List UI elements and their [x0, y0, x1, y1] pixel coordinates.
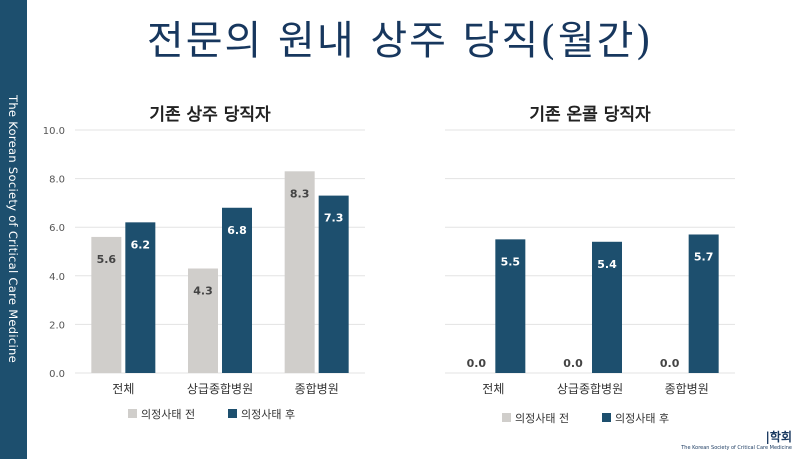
y-tick-label: 0.0: [49, 369, 65, 380]
x-tick-label: 상급종합병원: [187, 382, 253, 396]
legend-swatch-after: [602, 413, 611, 422]
legend-swatch-before: [128, 409, 137, 418]
data-label: 4.3: [193, 285, 213, 298]
x-tick-label: 전체: [112, 382, 134, 396]
data-label: 5.6: [97, 253, 117, 266]
y-tick-label: 6.0: [49, 223, 65, 234]
legend-label: 의정사태 후: [615, 412, 669, 425]
legend-label: 의정사태 전: [141, 408, 195, 421]
bar-after: [125, 222, 156, 373]
bar-after: [318, 195, 349, 373]
data-label: 8.3: [290, 187, 310, 200]
legend-swatch-before: [502, 413, 511, 422]
y-tick-label: 2.0: [49, 320, 65, 331]
logo-text: |학회: [765, 430, 792, 444]
chart-2-title: 기존 온콜 당직자: [529, 105, 651, 125]
x-tick-label: 상급종합병원: [557, 382, 623, 396]
data-label: 6.8: [227, 224, 247, 237]
y-tick-label: 10.0: [43, 126, 65, 137]
y-tick-label: 4.0: [49, 272, 65, 283]
data-label: 0.0: [563, 357, 583, 370]
bar-before: [91, 236, 122, 373]
data-label: 6.2: [131, 238, 151, 251]
y-tick-label: 8.0: [49, 175, 65, 186]
x-tick-label: 종합병원: [295, 382, 339, 396]
data-label: 0.0: [467, 357, 487, 370]
slide-title: 전문의 원내 상주 당직(월간): [146, 18, 654, 64]
legend-label: 의정사태 후: [241, 408, 295, 421]
data-label: 5.4: [597, 258, 617, 271]
logo-org-name: The Korean Society of Critical Care Medi…: [681, 445, 792, 451]
bar-after: [222, 207, 252, 373]
bar-after: [592, 241, 622, 373]
legend-label: 의정사태 전: [515, 412, 569, 425]
data-label: 0.0: [660, 357, 680, 370]
legend-swatch-after: [228, 409, 237, 418]
data-label: 5.7: [694, 250, 714, 263]
x-tick-label: 종합병원: [665, 382, 709, 396]
sidebar-band: The Korean Society of Critical Care Medi…: [0, 0, 27, 459]
sidebar-society-name: The Korean Society of Critical Care Medi…: [6, 95, 20, 363]
data-label: 7.3: [324, 212, 344, 225]
chart-1-title: 기존 상주 당직자: [149, 105, 271, 125]
bar-before: [284, 171, 315, 373]
society-logo: |학회 The Korean Society of Critical Care …: [681, 428, 792, 451]
bar-before: [188, 268, 218, 373]
x-tick-label: 전체: [482, 382, 504, 396]
bar-after: [688, 234, 719, 373]
data-label: 5.5: [501, 255, 521, 268]
bar-after: [495, 239, 526, 373]
